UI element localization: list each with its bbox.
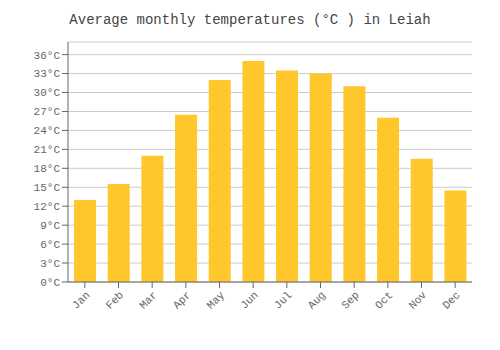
svg-text:33°C: 33°C <box>34 68 61 80</box>
svg-text:Jul: Jul <box>272 289 294 311</box>
svg-text:3°C: 3°C <box>40 258 60 270</box>
svg-text:9°C: 9°C <box>40 220 60 232</box>
svg-text:Nov: Nov <box>407 289 430 312</box>
svg-text:Aug: Aug <box>306 289 328 311</box>
svg-text:Oct: Oct <box>373 289 395 311</box>
svg-text:12°C: 12°C <box>34 201 61 213</box>
html-text:Average monthly temperatures (: Average monthly temperatures (°C ) in Le… <box>69 12 431 28</box>
svg-text:Sep: Sep <box>339 289 361 311</box>
svg-text:21°C: 21°C <box>34 144 61 156</box>
svg-text:36°C: 36°C <box>34 50 61 62</box>
svg-text:Dec: Dec <box>440 289 462 311</box>
svg-text:Feb: Feb <box>104 289 126 311</box>
svg-text:May: May <box>205 289 228 312</box>
svg-text:6°C: 6°C <box>40 239 60 251</box>
svg-text:24°C: 24°C <box>34 125 61 137</box>
svg-text:0°C: 0°C <box>40 277 60 289</box>
svg-text:Jan: Jan <box>70 289 92 311</box>
svg-text:18°C: 18°C <box>34 163 61 175</box>
svg-text:Mar: Mar <box>137 289 159 311</box>
svg-text:Jun: Jun <box>238 289 260 311</box>
svg-text:30°C: 30°C <box>34 87 61 99</box>
svg-text:15°C: 15°C <box>34 182 61 194</box>
svg-text:Apr: Apr <box>171 289 193 311</box>
svg-text:27°C: 27°C <box>34 106 61 118</box>
